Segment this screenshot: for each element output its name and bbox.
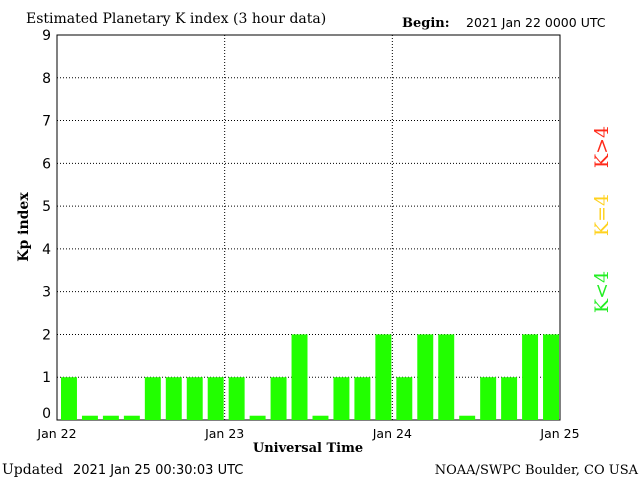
- y-axis-label: Kp index: [16, 192, 32, 262]
- y-tick-label: 8: [42, 71, 51, 87]
- kp-bar: [312, 415, 329, 420]
- kp-bar: [228, 377, 245, 420]
- kp-bar: [270, 377, 287, 420]
- x-tick-label: Jan 23: [204, 426, 244, 441]
- y-tick-label: 1: [42, 370, 51, 386]
- updated-value: 2021 Jan 25 00:30:03 UTC: [73, 463, 243, 478]
- kp-bar: [480, 377, 497, 420]
- kp-bar: [543, 334, 559, 420]
- chart-title: Estimated Planetary K index (3 hour data…: [26, 11, 326, 27]
- kp-bar: [333, 377, 350, 420]
- kp-bar: [249, 415, 266, 420]
- y-tick-label: 3: [42, 285, 51, 301]
- y-tick-label: 5: [42, 199, 51, 215]
- kp-bar: [165, 377, 182, 420]
- kp-bar: [396, 377, 413, 420]
- y-tick-label: 4: [42, 242, 51, 258]
- begin-value: 2021 Jan 22 0000 UTC: [466, 15, 606, 30]
- bars: [61, 334, 559, 420]
- kp-bar: [417, 334, 434, 420]
- kp-bar: [291, 334, 308, 420]
- kp-bar: [522, 334, 539, 420]
- y-tick-label: 0: [42, 406, 51, 422]
- credit-text: NOAA/SWPC Boulder, CO USA: [435, 463, 639, 478]
- kp-bar: [61, 377, 77, 420]
- begin-label: Begin:: [402, 16, 450, 31]
- y-tick-label: 6: [42, 156, 51, 172]
- x-axis-label: Universal Time: [253, 441, 363, 456]
- kp-bar: [144, 377, 161, 420]
- kp-bar: [123, 415, 140, 420]
- kp-bar: [207, 377, 224, 420]
- legend-k-less-4: K<4: [591, 271, 613, 313]
- x-tick-label: Jan 25: [539, 426, 579, 441]
- y-tick-label: 7: [42, 114, 51, 130]
- kp-bar: [501, 377, 518, 420]
- y-tick-labels: 0 1 2 3 4 5 6 7 8 9: [42, 28, 51, 422]
- y-tick-label: 9: [42, 28, 51, 44]
- legend-k-equal-4: K=4: [591, 194, 613, 236]
- grid-lines: [57, 35, 560, 420]
- kp-bar: [354, 377, 371, 420]
- y-tick-label: 2: [42, 327, 51, 343]
- kp-bar: [81, 415, 98, 420]
- kp-bar: [102, 415, 119, 420]
- kp-bar: [186, 377, 203, 420]
- x-tick-label: Jan 22: [36, 426, 76, 441]
- x-tick-labels: Jan 22 Jan 23 Jan 24 Jan 25: [36, 426, 579, 441]
- kp-bar: [438, 334, 455, 420]
- kp-bar: [375, 334, 392, 420]
- x-tick-label: Jan 24: [372, 426, 412, 441]
- updated-label: Updated: [2, 462, 63, 478]
- legend-k-greater-4: K>4: [591, 126, 613, 168]
- kp-bar: [459, 415, 476, 420]
- plot-frame: [56, 34, 561, 421]
